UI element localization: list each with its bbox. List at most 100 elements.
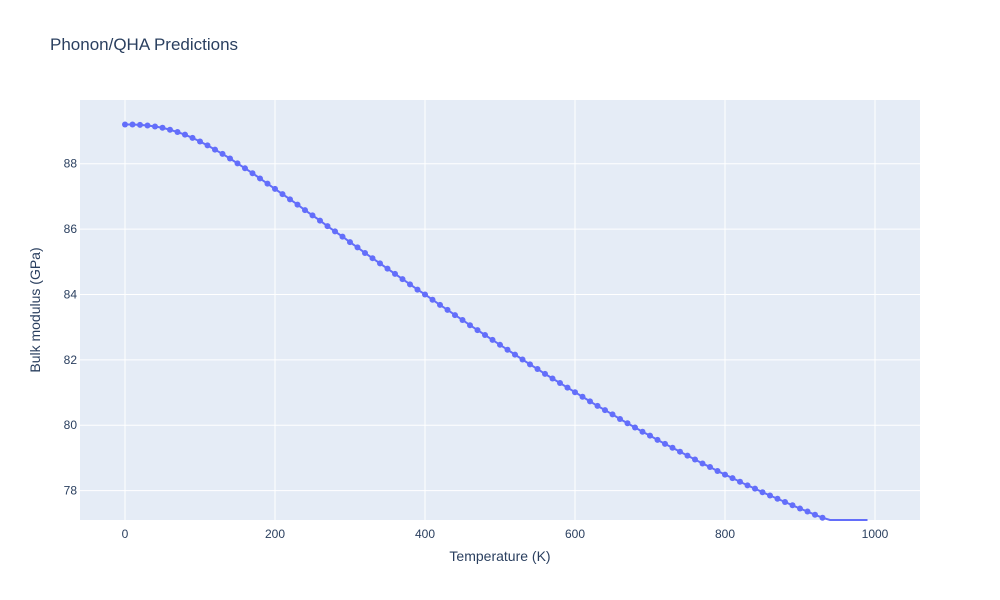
data-point [324, 223, 331, 230]
x-tick-label: 400 [415, 527, 435, 541]
data-point [354, 244, 361, 251]
data-point [317, 217, 323, 224]
data-point [362, 249, 368, 256]
data-point [647, 432, 653, 439]
data-point [167, 126, 173, 133]
data-point [639, 428, 646, 435]
data-point [174, 129, 181, 136]
data-point [332, 228, 338, 235]
data-point [542, 370, 548, 377]
data-point [234, 160, 241, 167]
y-tick-label: 80 [64, 418, 78, 432]
data-point [227, 155, 233, 162]
y-tick-label: 82 [64, 353, 78, 367]
data-point [549, 375, 556, 382]
data-point [789, 502, 796, 509]
data-point [159, 124, 166, 131]
data-point [122, 121, 128, 128]
y-tick-labels: 78 80 82 84 86 88 [64, 157, 78, 498]
data-point [452, 312, 458, 319]
plot-area [80, 100, 920, 520]
x-axis-title: Temperature (K) [449, 548, 550, 564]
x-tick-label: 800 [715, 527, 735, 541]
data-point [692, 456, 698, 463]
x-tick-label: 0 [122, 527, 129, 541]
data-point [369, 255, 376, 262]
y-tick-label: 84 [64, 287, 78, 301]
x-tick-label: 600 [565, 527, 585, 541]
data-point [729, 475, 736, 482]
data-point [399, 276, 406, 283]
data-point [444, 306, 451, 313]
data-point [384, 265, 391, 272]
data-point [617, 416, 623, 422]
data-point [752, 485, 758, 492]
data-point [564, 384, 571, 391]
data-point [527, 361, 533, 368]
data-point [459, 316, 466, 323]
data-point [812, 511, 818, 518]
x-tick-labels: 0 200 400 600 800 1000 [122, 527, 889, 541]
y-tick-label: 88 [64, 157, 78, 171]
data-point [489, 336, 496, 343]
data-point [624, 420, 631, 427]
data-point [422, 291, 428, 298]
data-point [129, 121, 136, 128]
x-gridlines [124, 100, 876, 520]
data-point [474, 327, 481, 334]
data-point [279, 191, 286, 198]
data-point [782, 499, 788, 506]
data-point [242, 165, 248, 172]
data-point [294, 201, 301, 208]
data-point [557, 380, 563, 387]
data-point [144, 122, 151, 129]
data-point [152, 123, 158, 130]
data-point [182, 131, 188, 138]
data-point [219, 150, 226, 157]
data-point [414, 286, 421, 293]
data-point [804, 508, 811, 515]
data-point [467, 322, 473, 329]
data-point [669, 444, 676, 451]
y-tick-label: 86 [64, 222, 78, 236]
y-gridlines [80, 163, 920, 492]
data-point [737, 478, 743, 485]
data-point [774, 495, 781, 502]
chart-title: Phonon/QHA Predictions [50, 35, 238, 54]
data-point [714, 467, 721, 474]
data-point [257, 175, 263, 182]
data-point [572, 389, 578, 396]
series-markers [122, 121, 826, 521]
data-point [519, 356, 526, 363]
data-point [377, 260, 383, 267]
data-point [797, 505, 803, 512]
data-point [632, 424, 638, 431]
data-point [272, 185, 278, 192]
data-point [767, 492, 773, 499]
data-point [197, 138, 203, 145]
data-point [204, 142, 211, 149]
data-point [722, 471, 728, 478]
data-point [602, 407, 608, 414]
data-point [407, 281, 413, 288]
data-point [347, 239, 353, 246]
data-point [512, 351, 518, 358]
data-point [287, 196, 293, 203]
data-point [587, 398, 593, 405]
data-point [437, 301, 443, 308]
data-point [654, 436, 661, 443]
data-point [212, 146, 218, 153]
data-point [497, 341, 503, 348]
data-point [819, 514, 826, 521]
y-axis-title: Bulk modulus (GPa) [27, 247, 43, 372]
data-point [684, 452, 691, 459]
data-point [707, 464, 713, 471]
data-point [249, 170, 256, 177]
series-line [125, 123, 868, 521]
data-point [302, 207, 308, 214]
data-point [662, 440, 668, 447]
data-point [534, 366, 541, 372]
data-point [677, 448, 683, 455]
